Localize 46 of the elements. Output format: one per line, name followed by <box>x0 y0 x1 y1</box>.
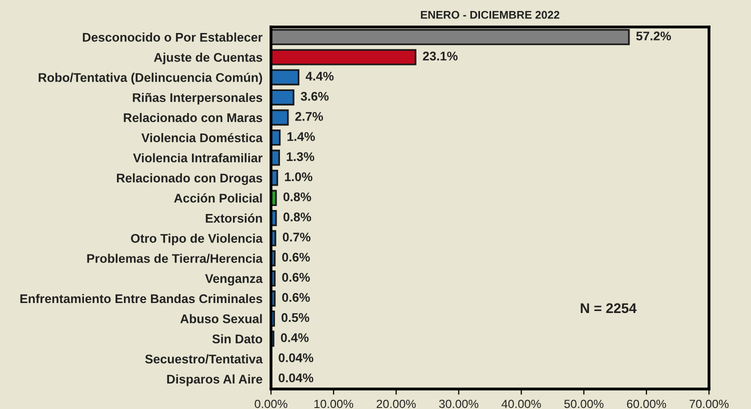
data-label: 0.04% <box>278 373 314 382</box>
data-label: 0.04% <box>278 353 314 362</box>
y-tick-label: Relacionado con Maras <box>124 112 262 122</box>
y-tick-label: Desconocido o Por Establecer <box>82 32 262 42</box>
x-tick-label: 20.00% <box>376 400 416 408</box>
y-tick-label: Riñas Interpersonales <box>132 92 262 105</box>
y-tick-label: Robo/Tentativa (Delincuencia Común) <box>38 72 262 84</box>
x-tick-label: 60.00% <box>627 400 666 408</box>
data-label: 0.8% <box>283 212 312 222</box>
y-tick-label: Ajuste de Cuentas <box>154 52 262 64</box>
x-tick-label: 40.00% <box>502 400 541 408</box>
data-label: 0.6% <box>282 272 310 282</box>
data-label: 23.1% <box>422 52 458 61</box>
y-tick-label: Acción Policial <box>174 193 262 203</box>
y-tick-label: Extorsión <box>206 213 262 223</box>
data-label: 0.6% <box>282 252 310 262</box>
x-tick-label: 70.00% <box>690 400 729 408</box>
data-label: 1.4% <box>287 132 315 141</box>
y-tick-label: Secuestro/Tentativa <box>145 354 263 364</box>
y-tick-label: Venganza <box>205 274 263 286</box>
data-label: 2.7% <box>295 112 323 121</box>
y-tick-label: Relacionado con Drogas <box>116 173 262 186</box>
data-label: 0.4% <box>280 333 309 342</box>
y-tick-label: Abuso Sexual <box>180 314 262 324</box>
y-tick-label: Otro Tipo de Violencia <box>130 234 263 246</box>
y-tick-label: Disparos Al Aire <box>167 374 262 386</box>
data-label: 0.7% <box>282 232 310 242</box>
y-tick-label: Problemas de Tierra/Herencia <box>87 254 263 264</box>
x-tick-label: 10.00% <box>314 400 354 408</box>
data-label: 0.6% <box>282 293 310 302</box>
data-label: 0.8% <box>283 192 312 202</box>
y-tick-label: Sin Dato <box>212 334 262 344</box>
annotation: N = 2254 <box>580 303 637 314</box>
x-tick-label: 0.00% <box>254 400 288 408</box>
data-label: 1.0% <box>284 172 312 182</box>
x-tick-label: 50.00% <box>564 400 604 408</box>
x-tick-label: 30.00% <box>439 400 478 408</box>
data-label: 4.4% <box>306 72 334 81</box>
y-tick-label: Violencia Intrafamiliar <box>133 153 262 162</box>
data-label: 3.6% <box>300 92 329 101</box>
data-label: 1.3% <box>286 152 314 162</box>
y-tick-label: Violencia Doméstica <box>141 132 263 142</box>
chart-title: ENERO - DICIEMBRE 2022 <box>420 10 560 19</box>
y-tick-label: Enfrentamiento Entre Bandas Criminales <box>20 294 262 304</box>
data-label: 57.2% <box>636 32 671 40</box>
data-label: 0.5% <box>282 313 310 322</box>
